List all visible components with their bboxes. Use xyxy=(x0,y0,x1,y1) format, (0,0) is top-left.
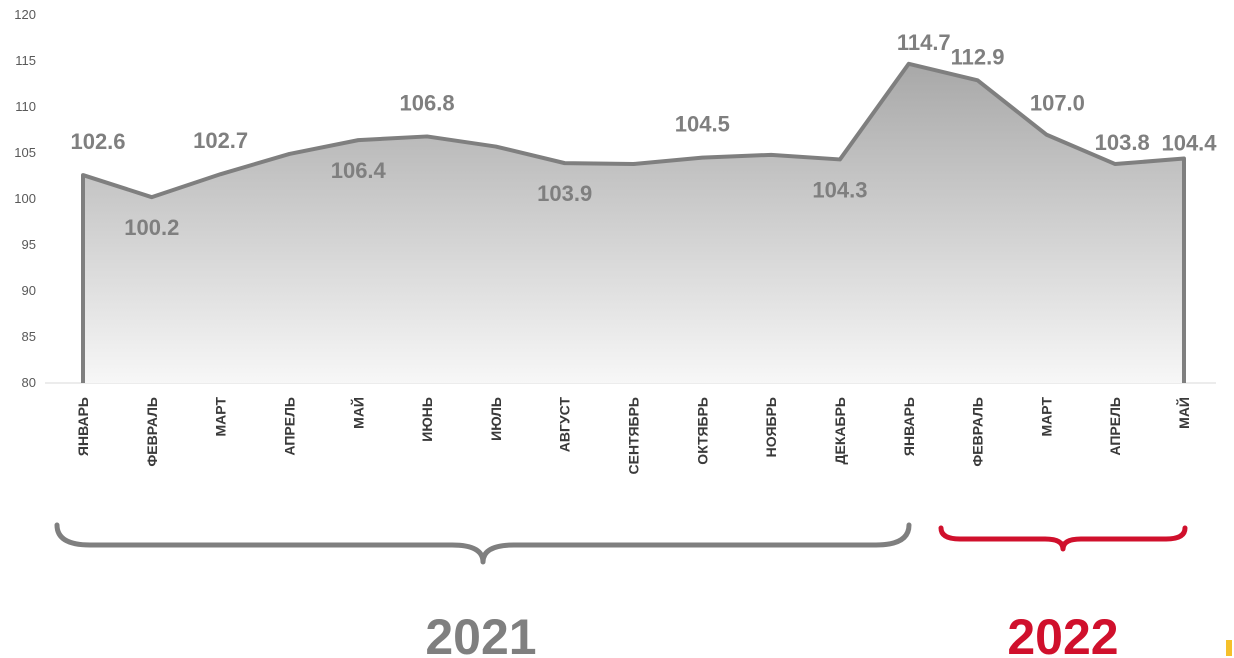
x-category-label: ФЕВРАЛЬ xyxy=(970,397,986,467)
data-point xyxy=(494,145,498,149)
y-tick-label: 90 xyxy=(22,283,36,298)
x-category-label: ЯНВАРЬ xyxy=(75,397,91,456)
data-point xyxy=(700,156,704,160)
y-tick-label: 95 xyxy=(22,237,36,252)
data-labels: 102.6 100.2 102.7 106.4 106.8 103.9 104.5 104.3… xyxy=(70,30,1217,240)
year-label-2022: 2022 xyxy=(1007,609,1118,658)
data-point xyxy=(425,134,429,138)
y-tick-label: 115 xyxy=(15,53,36,68)
y-tick-label: 110 xyxy=(15,99,36,114)
x-category-label: ДЕКАБРЬ xyxy=(832,397,848,464)
data-label: 100.2 xyxy=(124,215,179,240)
x-category-label: ИЮНЬ xyxy=(419,397,435,442)
data-label: 104.5 xyxy=(675,112,730,137)
y-tick-label: 80 xyxy=(22,375,36,390)
x-category-label: ОКТЯБРЬ xyxy=(694,397,710,465)
x-axis-categories: ЯНВАРЬ ФЕВРАЛЬ МАРТ АПРЕЛЬ МАЙ ИЮНЬ ИЮЛЬ АВГУСТ… xyxy=(75,397,1192,475)
x-category-label: СЕНТЯБРЬ xyxy=(626,397,642,474)
x-category-label: МАРТ xyxy=(213,397,229,437)
data-point xyxy=(976,78,980,82)
x-category-label: АПРЕЛЬ xyxy=(1107,397,1123,456)
data-label: 103.8 xyxy=(1095,130,1150,155)
area-fill xyxy=(83,63,1184,383)
data-label: 112.9 xyxy=(951,44,1005,69)
data-label: 107.0 xyxy=(1030,91,1085,116)
x-category-label: ИЮЛЬ xyxy=(488,397,504,441)
bracket-2022 xyxy=(938,525,1188,552)
x-category-label: НОЯБРЬ xyxy=(763,397,779,457)
data-label: 102.6 xyxy=(70,129,125,154)
y-tick-label: 105 xyxy=(14,145,36,160)
x-category-label: ФЕВРАЛЬ xyxy=(144,397,160,467)
data-point xyxy=(356,138,360,142)
data-point xyxy=(563,161,567,165)
data-point xyxy=(287,152,291,156)
data-point xyxy=(1182,157,1186,161)
x-category-label: МАЙ xyxy=(349,397,366,429)
plot-area xyxy=(81,61,1186,383)
data-label: 114.7 xyxy=(897,30,951,55)
x-category-label: ЯНВАРЬ xyxy=(901,397,917,456)
bracket-2021 xyxy=(54,522,912,565)
data-point xyxy=(838,157,842,161)
x-category-label: АПРЕЛЬ xyxy=(281,397,297,456)
data-point xyxy=(1113,162,1117,166)
y-tick-label: 120 xyxy=(14,7,36,22)
y-tick-label: 85 xyxy=(22,329,36,344)
data-point xyxy=(632,162,635,166)
x-category-label: МАРТ xyxy=(1038,397,1054,437)
y-tick-label: 100 xyxy=(14,191,36,206)
data-point xyxy=(769,153,773,157)
x-category-label: АВГУСТ xyxy=(557,397,573,453)
data-point xyxy=(907,62,911,66)
data-point xyxy=(150,195,154,199)
data-point xyxy=(219,172,223,176)
data-label: 104.3 xyxy=(812,177,867,202)
year-label-2021: 2021 xyxy=(425,609,536,658)
data-point xyxy=(1044,133,1048,137)
data-point xyxy=(81,173,85,177)
data-label: 106.4 xyxy=(331,158,387,183)
data-label: 104.4 xyxy=(1161,131,1217,156)
y-axis-ticks: 80 85 90 95 100 105 110 115 120 xyxy=(14,7,36,390)
data-label: 102.7 xyxy=(193,128,248,153)
data-label: 106.8 xyxy=(400,90,455,115)
x-category-label: МАЙ xyxy=(1175,397,1192,429)
data-label: 103.9 xyxy=(537,181,592,206)
corner-accent-mark xyxy=(1226,640,1232,656)
